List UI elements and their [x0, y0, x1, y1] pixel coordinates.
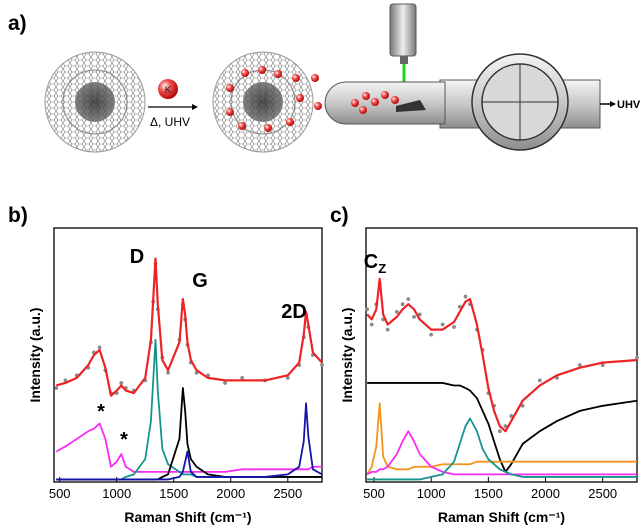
curve [366, 277, 638, 433]
curve [367, 417, 637, 481]
annotation-text: G [192, 270, 208, 292]
data-point [509, 414, 514, 418]
annotation: * [97, 401, 105, 423]
annotation-text: 2D [281, 301, 307, 323]
data-point [369, 322, 374, 327]
annotation: G [192, 270, 208, 292]
arrow-head [192, 104, 198, 110]
data-point [365, 307, 370, 312]
data-point [463, 294, 468, 299]
data-point [635, 355, 639, 360]
ion-label: K [165, 85, 172, 96]
data-point [394, 309, 399, 314]
curve [55, 257, 323, 397]
condition-label: Δ, UHV [150, 115, 190, 129]
x-tick-label: 500 [363, 486, 385, 501]
annotation-text: D [130, 246, 144, 268]
data-point [97, 345, 102, 350]
data-point [457, 304, 462, 309]
nanotube-pristine [44, 51, 146, 153]
annotation: D [130, 246, 144, 268]
x-tick-label: 1000 [417, 486, 446, 501]
curve [55, 422, 322, 473]
data-point [412, 315, 416, 319]
data-point [600, 363, 605, 368]
panel-label: b) [8, 204, 28, 227]
data-point [166, 370, 170, 375]
panel-label: a) [8, 12, 27, 35]
data-point [240, 375, 245, 380]
data-point [440, 322, 445, 327]
x-tick-label: 2000 [216, 486, 245, 501]
data-point [54, 386, 59, 390]
curve [367, 382, 638, 473]
x-tick-label: 1500 [474, 486, 503, 501]
x-tick-label: 2500 [588, 486, 617, 501]
apparatus [324, 3, 616, 151]
annotation-text: C [364, 251, 378, 273]
pump-label: UHV [617, 99, 641, 111]
curve [366, 402, 637, 475]
x-tick-label: 1000 [102, 486, 131, 501]
plot-frame [53, 227, 323, 483]
data-point [320, 363, 324, 368]
annotation: CZ [364, 251, 386, 276]
annotation-text: * [97, 401, 105, 423]
data-point [429, 332, 434, 337]
annotation-subscript: Z [378, 261, 386, 276]
data-point [417, 312, 422, 317]
y-axis-title: Intensity (a.u.) [27, 308, 43, 403]
data-point [577, 363, 582, 368]
curve [56, 402, 323, 481]
annotation: 2D [281, 301, 307, 323]
panel-label: c) [330, 204, 349, 227]
annotation-text: * [120, 429, 128, 451]
data-point [400, 302, 405, 307]
data-point [385, 327, 390, 332]
potassium-ion [158, 79, 178, 99]
x-axis-title: Raman Shift (cm⁻¹) [124, 509, 251, 525]
data-point [452, 325, 456, 329]
x-tick-label: 2500 [273, 486, 302, 501]
x-tick-label: 500 [49, 486, 71, 501]
y-axis-title: Intensity (a.u.) [339, 308, 355, 403]
plot-frame [365, 227, 638, 483]
x-axis-title: Raman Shift (cm⁻¹) [438, 509, 565, 525]
data-point [497, 429, 502, 434]
data-point [520, 403, 525, 408]
data-point [119, 381, 124, 385]
data-point [285, 375, 290, 380]
curve [366, 430, 637, 476]
data-point [503, 424, 508, 429]
data-point [537, 378, 542, 383]
x-tick-label: 2000 [531, 486, 560, 501]
data-point [406, 297, 411, 302]
x-tick-label: 1500 [159, 486, 188, 501]
data-point [223, 381, 227, 385]
nanotube-doped [212, 51, 322, 153]
panel-a: a) K Δ, UHV [8, 3, 641, 153]
annotation: * [120, 429, 128, 451]
